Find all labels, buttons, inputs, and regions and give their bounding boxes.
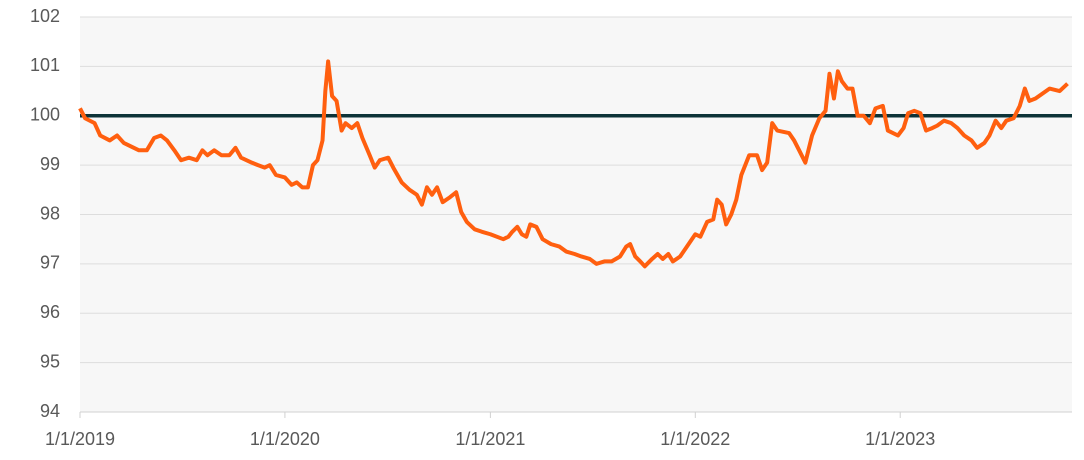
x-tick-label: 1/1/2020 [250,429,320,449]
data-line [78,59,1069,269]
x-tick-label: 1/1/2021 [455,429,525,449]
x-tick-label: 1/1/2019 [45,429,115,449]
x-tick-label: 1/1/2022 [660,429,730,449]
x-tick-label: 1/1/2023 [865,429,935,449]
y-tick-label: 94 [40,401,60,421]
y-tick-label: 98 [40,203,60,223]
y-tick-label: 97 [40,253,60,273]
y-tick-label: 99 [40,154,60,174]
y-tick-label: 100 [30,105,60,125]
y-tick-label: 102 [30,6,60,26]
y-tick-label: 95 [40,351,60,371]
y-tick-label: 101 [30,55,60,75]
y-tick-label: 96 [40,302,60,322]
